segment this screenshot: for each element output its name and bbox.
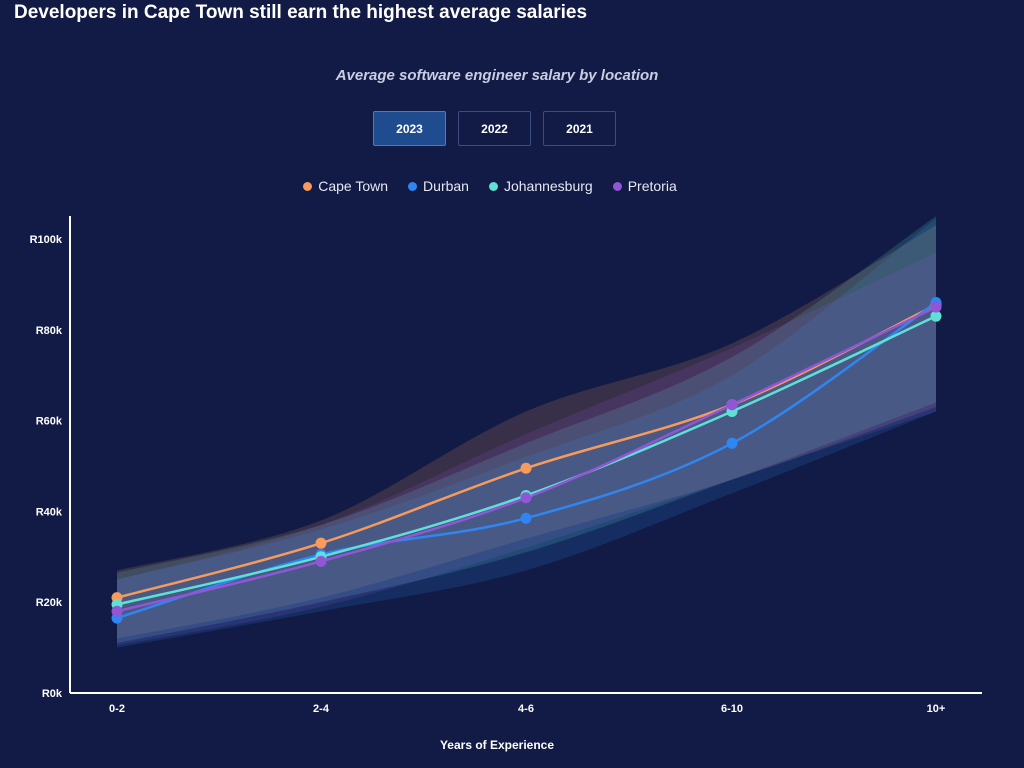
y-tick-label: R60k [36, 416, 63, 428]
x-tick-label: 10+ [927, 703, 946, 715]
data-point-pretoria [111, 605, 123, 617]
band-cape-town [117, 225, 936, 639]
legend-item-durban[interactable]: Durban [408, 178, 469, 194]
y-tick-label: R20k [36, 597, 63, 609]
band-johannesburg [117, 216, 936, 644]
y-tick-label: R100k [30, 234, 63, 246]
x-tick-label: 4-6 [518, 703, 534, 715]
x-tick-label: 2-4 [313, 703, 330, 715]
legend-item-pretoria[interactable]: Pretoria [612, 178, 677, 194]
chart-subtitle: Average software engineer salary by loca… [335, 67, 659, 84]
legend-marker-durban [408, 181, 418, 191]
legend-label-johannesburg: Johannesburg [503, 178, 593, 194]
data-point-cape-town [520, 462, 532, 474]
legend-item-cape-town[interactable]: Cape Town [303, 178, 388, 194]
data-point-pretoria [315, 555, 327, 567]
data-point-johannesburg [930, 310, 942, 322]
data-point-pretoria [930, 301, 942, 313]
legend-label-pretoria: Pretoria [627, 178, 677, 194]
data-point-cape-town [315, 537, 327, 549]
data-point-durban [726, 437, 738, 449]
y-tick-label: R0k [42, 688, 63, 700]
legend-marker-johannesburg [488, 181, 498, 191]
legend-label-durban: Durban [423, 178, 469, 194]
band-pretoria [117, 252, 936, 646]
y-tick-label: R40k [36, 506, 63, 518]
legend-label-cape-town: Cape Town [318, 178, 389, 194]
data-point-pretoria [726, 399, 738, 411]
x-tick-label: 0-2 [109, 703, 125, 715]
tab-2023[interactable]: 2023 [373, 111, 446, 146]
y-tick-label: R80k [36, 325, 63, 337]
year-tabs: 2023 2022 2021 [373, 111, 616, 146]
data-point-pretoria [520, 492, 532, 504]
chart-legend: Cape Town Durban Johannesburg Pretoria [0, 178, 980, 194]
data-point-durban [520, 512, 532, 524]
tab-2021[interactable]: 2021 [543, 111, 616, 146]
tab-2022[interactable]: 2022 [458, 111, 531, 146]
chart-headline: Developers in Cape Town still earn the h… [14, 2, 588, 23]
legend-marker-cape-town [303, 181, 313, 191]
legend-item-johannesburg[interactable]: Johannesburg [488, 178, 593, 194]
x-tick-label: 6-10 [721, 703, 743, 715]
x-axis-label: Years of Experience [440, 738, 554, 752]
legend-marker-pretoria [612, 181, 622, 191]
